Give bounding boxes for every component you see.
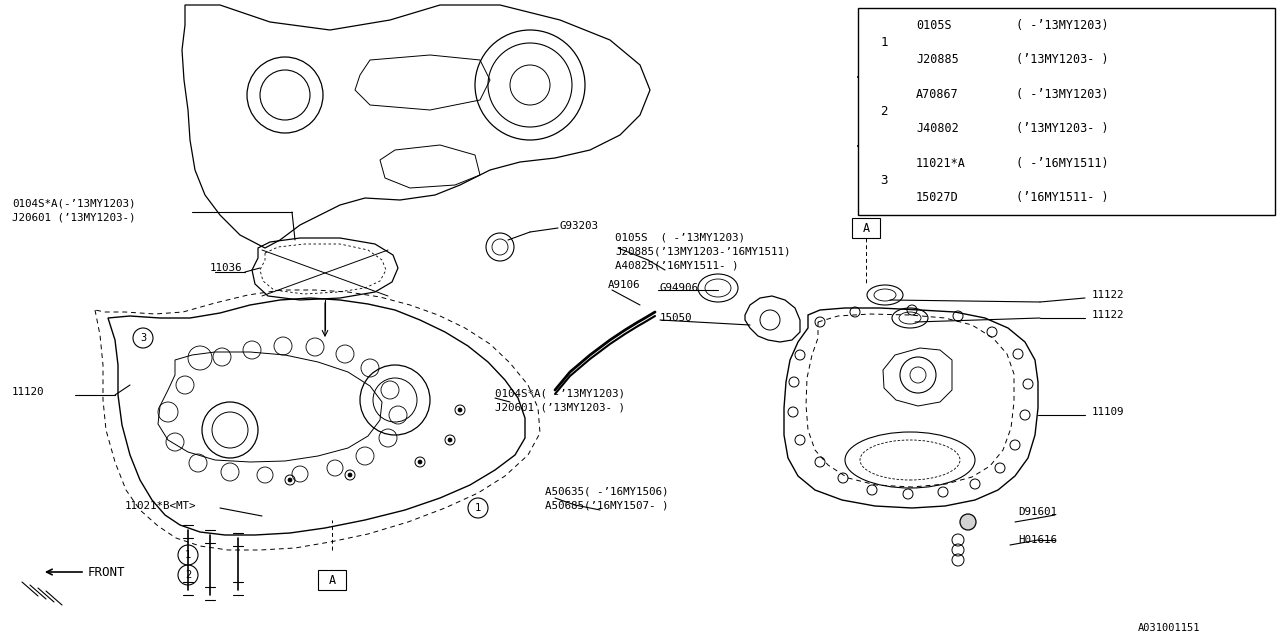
Bar [858,8,1275,215]
Text: (’16MY1511- ): (’16MY1511- ) [1016,191,1108,204]
Text: 2: 2 [184,570,191,580]
Text: 1: 1 [475,503,481,513]
Bar [317,570,346,590]
Text: (’13MY1203- ): (’13MY1203- ) [1016,53,1108,67]
Circle shape [288,478,292,482]
Text: 11122: 11122 [1092,290,1125,300]
Text: 2: 2 [881,105,888,118]
Text: J20601 (’13MY1203- ): J20601 (’13MY1203- ) [495,402,625,412]
Text: 11109: 11109 [1092,407,1125,417]
Text: J40802: J40802 [916,122,959,135]
Circle shape [419,460,422,464]
Text: A031001151: A031001151 [1138,623,1201,633]
Text: 3: 3 [140,333,146,343]
Text: G94906: G94906 [660,283,699,293]
Text: 1: 1 [881,36,888,49]
Circle shape [458,408,462,412]
Text: J20885: J20885 [916,53,959,67]
Text: A50685(’16MY1507- ): A50685(’16MY1507- ) [545,501,668,511]
Text: ( -’16MY1511): ( -’16MY1511) [1016,157,1108,170]
Text: 15027D: 15027D [916,191,959,204]
Text: 1: 1 [184,550,191,560]
Circle shape [348,473,352,477]
Text: 15050: 15050 [660,313,692,323]
Text: A40825(’16MY1511- ): A40825(’16MY1511- ) [614,261,739,271]
Text: 0105S: 0105S [916,19,951,32]
Text: A70867: A70867 [916,88,959,100]
Text: 0104S*A( -’13MY1203): 0104S*A( -’13MY1203) [495,388,625,398]
Text: A: A [863,221,869,234]
Text: D91601: D91601 [1018,507,1057,517]
Text: A: A [329,573,335,586]
Text: 0105S  ( -’13MY1203): 0105S ( -’13MY1203) [614,233,745,243]
Text: 11036: 11036 [210,263,242,273]
Text: ( -’13MY1203): ( -’13MY1203) [1016,19,1108,32]
Circle shape [448,438,452,442]
Text: G93203: G93203 [561,221,599,231]
Text: A50635( -’16MY1506): A50635( -’16MY1506) [545,487,668,497]
Text: J20601 (’13MY1203-): J20601 (’13MY1203-) [12,213,136,223]
Circle shape [960,514,977,530]
Text: FRONT: FRONT [88,566,125,579]
Text: 0104S*A(-’13MY1203): 0104S*A(-’13MY1203) [12,199,136,209]
Text: A9106: A9106 [608,280,640,290]
Bar [852,218,881,238]
Text: 3: 3 [881,174,888,187]
Text: 11120: 11120 [12,387,45,397]
Text: 11122: 11122 [1092,310,1125,320]
Text: J20885(’13MY1203-’16MY1511): J20885(’13MY1203-’16MY1511) [614,247,791,257]
Text: 11021*A: 11021*A [916,157,966,170]
Text: H01616: H01616 [1018,535,1057,545]
Text: (’13MY1203- ): (’13MY1203- ) [1016,122,1108,135]
Text: ( -’13MY1203): ( -’13MY1203) [1016,88,1108,100]
Text: 11021*B<MT>: 11021*B<MT> [125,501,197,511]
